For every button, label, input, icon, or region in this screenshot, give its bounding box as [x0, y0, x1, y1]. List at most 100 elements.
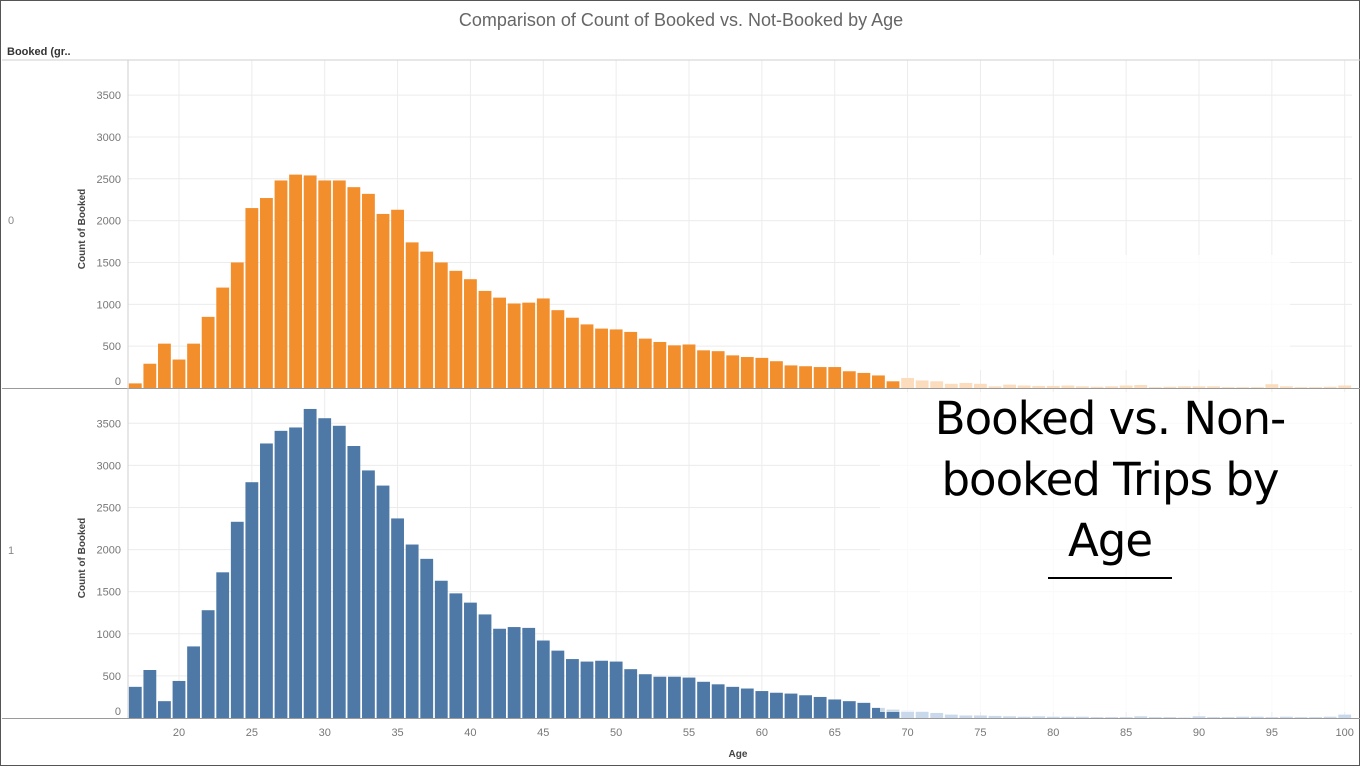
bar [1003, 716, 1016, 718]
bar [318, 180, 332, 388]
y-tick-label: 3500 [97, 418, 121, 430]
x-tick-label: 80 [1047, 727, 1059, 739]
y-tick-label: 0 [115, 706, 121, 718]
bar [1280, 716, 1293, 718]
x-tick-label: 100 [1336, 727, 1354, 739]
bar [274, 180, 288, 388]
bar [507, 303, 521, 388]
bar [857, 372, 871, 388]
bar [1061, 385, 1075, 388]
y-tick-label: 1000 [97, 629, 121, 641]
bar [697, 681, 710, 718]
bar [624, 669, 638, 718]
bar [1294, 717, 1308, 718]
bar [828, 699, 842, 718]
bar [1090, 386, 1104, 388]
x-tick-label: 95 [1266, 727, 1278, 739]
bar [653, 676, 667, 718]
x-tick-label: 60 [756, 727, 768, 739]
x-tick-label: 30 [319, 727, 331, 739]
bar [201, 316, 215, 388]
x-tick-label: 55 [683, 727, 695, 739]
bar [930, 381, 944, 388]
bar [609, 329, 623, 388]
bar [944, 714, 958, 718]
x-axis-title: Age [729, 749, 748, 760]
bar [128, 383, 142, 388]
bar [668, 345, 681, 388]
bar [799, 695, 812, 718]
bar [1338, 385, 1352, 388]
bar [1076, 716, 1089, 718]
y-tick-label: 500 [103, 341, 121, 353]
bar [624, 331, 638, 388]
bar [464, 279, 477, 388]
bar [143, 363, 157, 388]
bar [230, 262, 244, 388]
bar [1294, 387, 1308, 388]
bar [405, 544, 419, 718]
overlay-line-2: booked Trips by [941, 453, 1279, 506]
bar [1323, 716, 1337, 718]
bar [1265, 717, 1279, 718]
bar [1046, 385, 1060, 388]
bar [1207, 386, 1220, 388]
bar [1134, 385, 1148, 388]
bar [638, 338, 652, 388]
bar [915, 380, 929, 388]
x-tick-label: 85 [1120, 727, 1132, 739]
bar [522, 302, 536, 388]
bar [959, 382, 973, 388]
y-tick-label: 3000 [97, 132, 121, 144]
bar [930, 712, 944, 718]
bar [289, 174, 302, 388]
bar [434, 580, 448, 718]
bar [813, 367, 827, 388]
bar [1032, 385, 1046, 388]
row-header-booked[interactable]: Booked (gr.. [7, 46, 71, 58]
bar [726, 686, 740, 718]
bar [886, 381, 900, 388]
x-tick-label: 25 [246, 727, 258, 739]
bar [1119, 717, 1133, 718]
bar [216, 572, 230, 718]
bar [303, 175, 317, 388]
y-tick-label: 3000 [97, 460, 121, 472]
bar [1250, 387, 1264, 388]
overlay-background [880, 255, 1350, 712]
bar [1221, 387, 1235, 388]
bar [1192, 716, 1206, 718]
bar [551, 310, 565, 388]
bar [755, 691, 769, 718]
bar [682, 344, 696, 388]
bar [580, 324, 594, 388]
bar [245, 208, 259, 388]
bar [551, 650, 565, 718]
bar [391, 209, 404, 388]
bar [799, 366, 812, 388]
bar [872, 707, 885, 718]
bar [158, 343, 171, 388]
bar [128, 686, 142, 718]
bar [1017, 385, 1031, 388]
bar [1119, 385, 1133, 388]
bar [1250, 716, 1264, 718]
bar [740, 357, 754, 388]
chart-title: Comparison of Count of Booked vs. Not-Bo… [458, 10, 904, 30]
bar [740, 688, 754, 718]
bar [216, 287, 230, 388]
bar [1046, 716, 1060, 718]
bar [1280, 386, 1293, 388]
bar [1003, 384, 1016, 388]
bar [595, 660, 608, 718]
bar [493, 297, 506, 388]
bar [872, 375, 885, 388]
bar [842, 371, 856, 388]
row-label: 0 [8, 215, 14, 227]
bar [755, 357, 769, 388]
bar [420, 558, 434, 718]
bar [682, 677, 696, 718]
bar [493, 628, 506, 718]
bar [1178, 386, 1191, 388]
